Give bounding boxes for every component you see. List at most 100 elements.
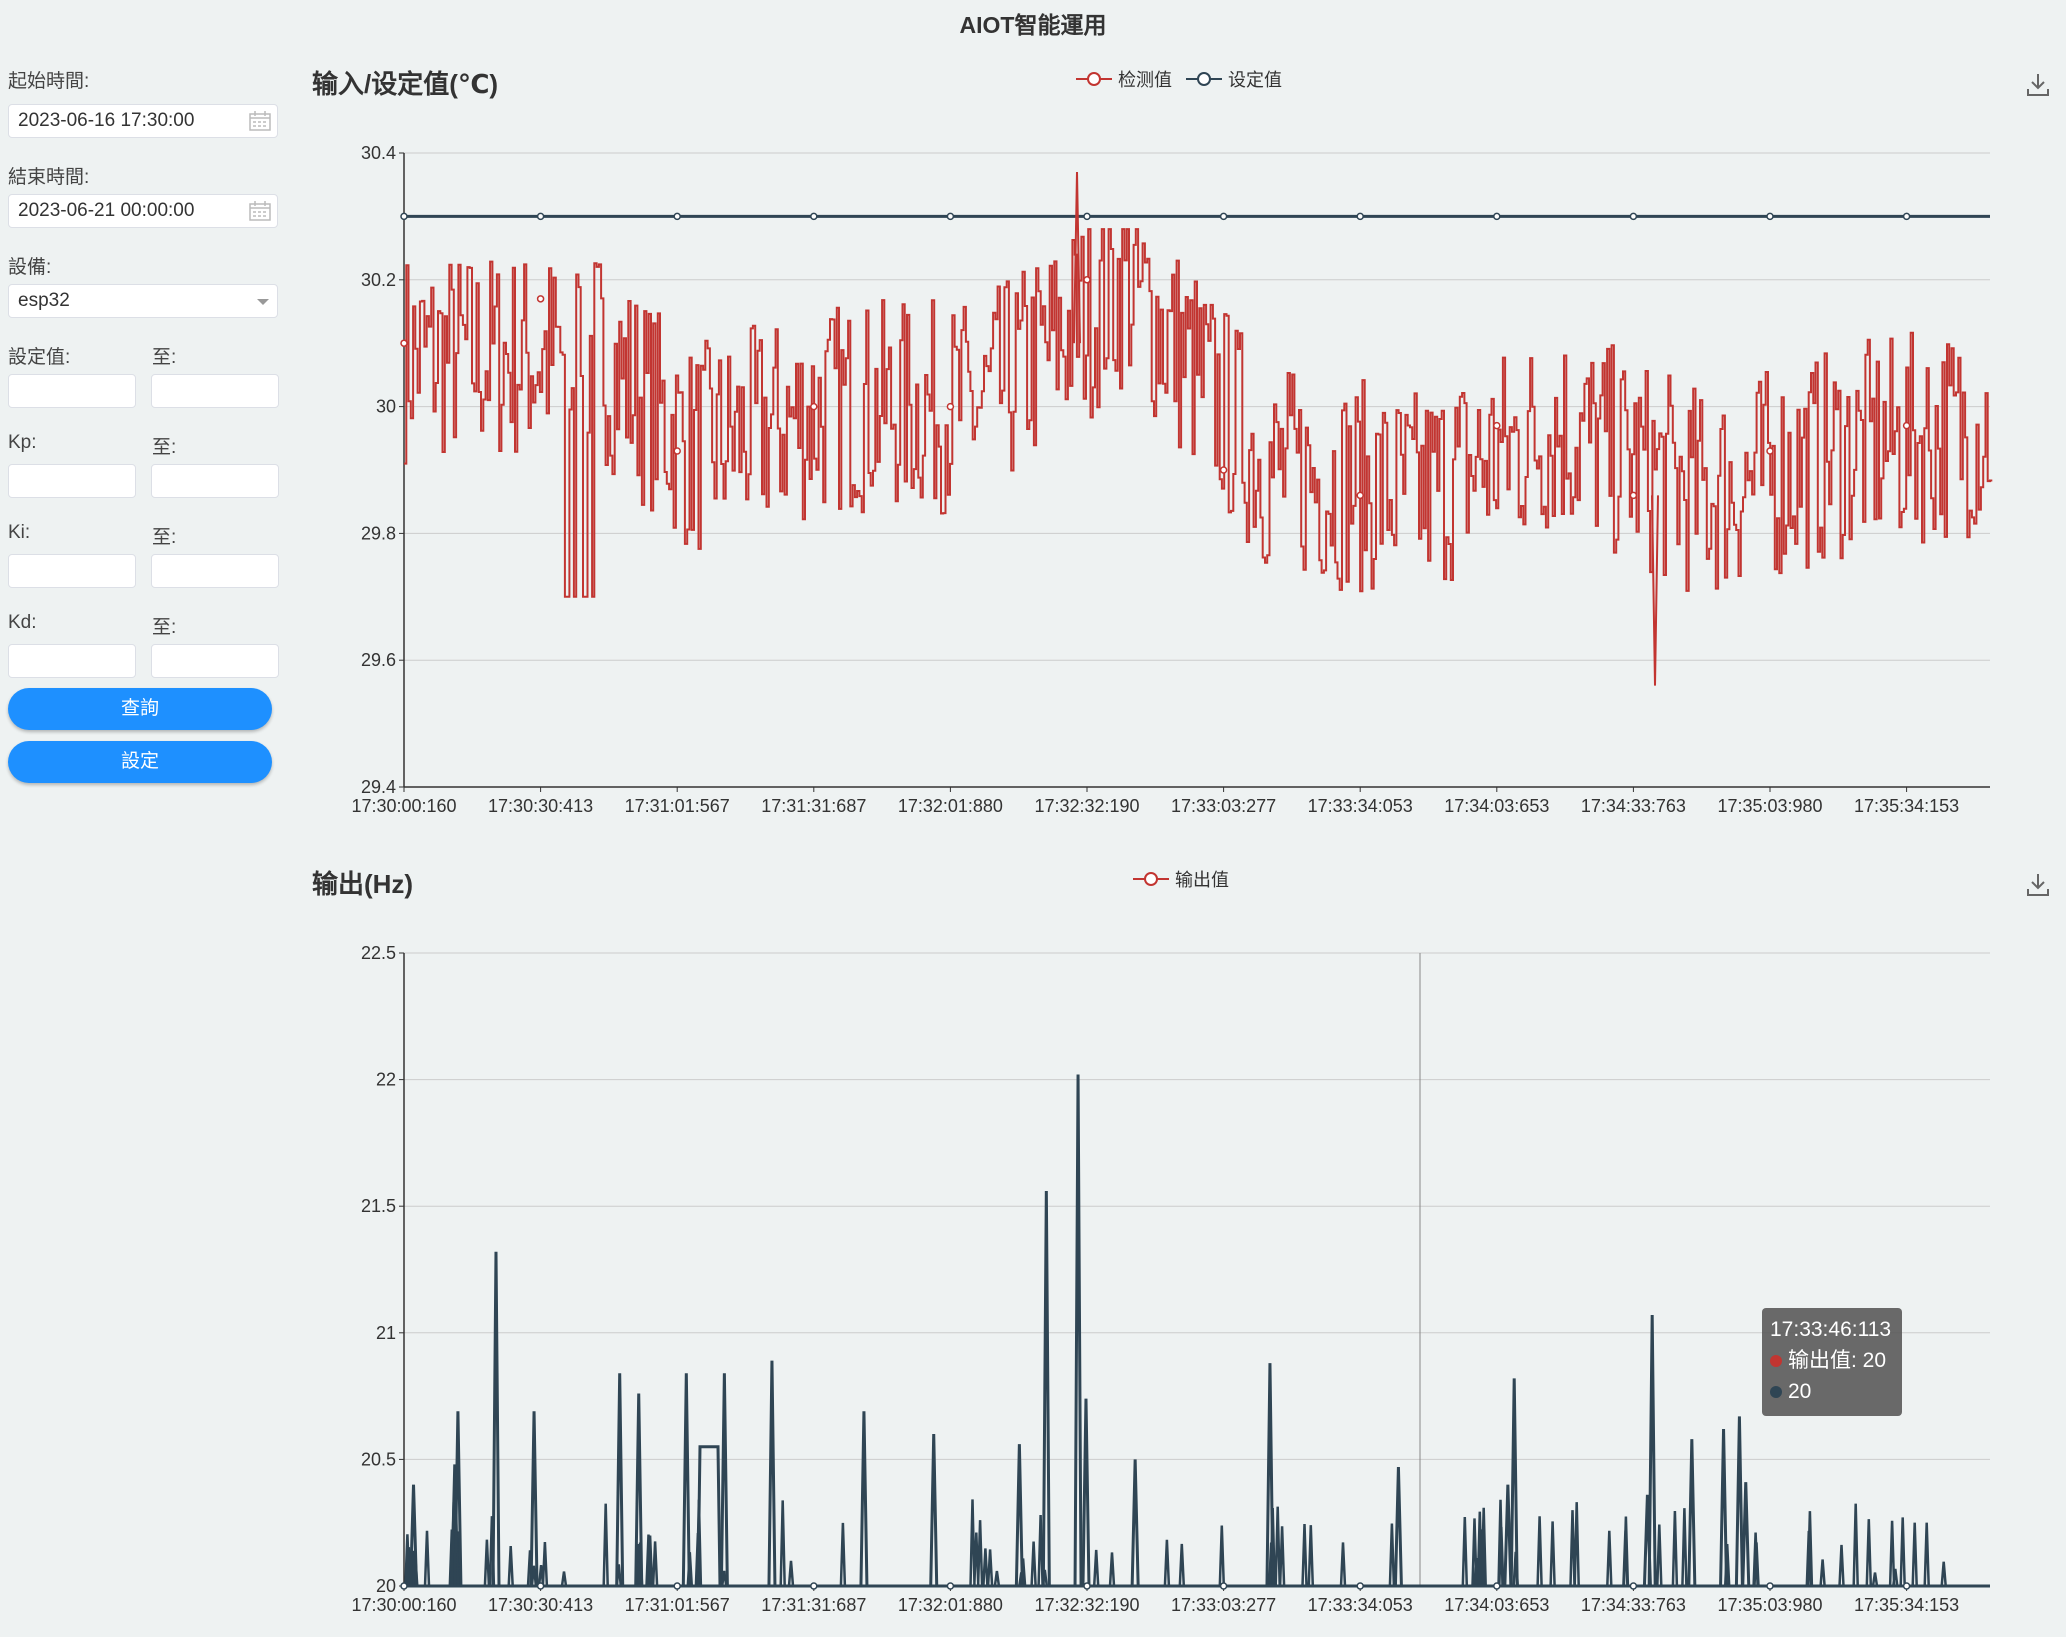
x-tick-label: 17:31:01:567 [625,796,730,816]
output-spike [409,1484,419,1587]
ki-min-input[interactable] [8,554,136,588]
y-tick-label: 30.4 [361,143,396,163]
end-time-input[interactable]: 2023-06-21 00:00:00 [8,194,278,228]
setpoint-point [1902,212,1911,221]
output-spike [1265,1363,1275,1587]
x-tick-label: 17:31:31:687 [761,796,866,816]
kp-min-input[interactable] [8,464,136,498]
series-measured-line [404,228,1993,598]
output-spike [929,1434,939,1587]
tooltip-value-second: 20 [1788,1380,1812,1403]
y-tick-label: 22 [376,1070,396,1090]
y-tick-label: 21 [376,1323,396,1343]
output-spike [1041,1190,1051,1587]
x-tick-label: 17:30:30:413 [488,1595,593,1615]
setpoint-to-label: 至: [152,347,177,368]
kd-label: Kd: [8,612,37,633]
x-tick-label: 17:35:03:980 [1717,1595,1822,1615]
download-icon[interactable] [2026,872,2050,898]
kd-min-input[interactable] [8,644,136,678]
x-tick-label: 17:35:34:153 [1854,1595,1959,1615]
x-tick-label: 17:35:03:980 [1717,796,1822,816]
measured-point [946,402,955,411]
setpoint-point [1629,212,1638,221]
y-tick-label: 29.8 [361,523,396,543]
output-point [1902,1582,1911,1590]
y-tick-label: 29.6 [361,650,396,670]
output-point [1629,1582,1638,1590]
legend-item-setpoint[interactable]: 设定值 [1186,66,1282,92]
measured-point [536,295,545,303]
output-spike [615,1373,625,1587]
kp-label: Kp: [8,432,37,453]
measured-point [1493,421,1501,430]
output-spike [1014,1444,1024,1587]
measured-point [1629,491,1638,500]
kp-max-input[interactable] [151,464,279,498]
setpoint-point [1766,212,1774,221]
legend-label-setpoint: 设定值 [1228,70,1282,90]
tooltip-value-output: 输出值: 20 [1788,1349,1887,1372]
output-spike [453,1411,463,1587]
measured-peak [1073,172,1081,344]
output-point [1083,1582,1091,1590]
output-spike [634,1393,644,1587]
calendar-icon[interactable] [249,201,271,221]
measured-point [1083,276,1091,284]
download-icon[interactable] [2026,72,2050,98]
tooltip-row-output: 输出值: 20 [1770,1345,1894,1376]
measured-point [1356,491,1364,500]
device-value: esp32 [18,290,70,311]
tooltip-time: 17:33:46:113 [1770,1318,1892,1341]
output-point [1219,1582,1228,1590]
legend-item-measured[interactable]: 检测值 [1076,66,1172,92]
setpoint-max-input[interactable] [151,374,279,408]
setpoint-point [400,212,408,221]
output-spike [1647,1315,1657,1587]
setpoint-min-input[interactable] [8,374,136,408]
output-point [400,1582,408,1590]
output-chart-title: 输出(Hz) [312,869,414,899]
x-tick-label: 17:31:01:567 [625,1595,730,1615]
x-tick-label: 17:30:00:160 [351,1595,456,1615]
y-tick-label: 20.5 [361,1449,396,1469]
x-tick-label: 17:33:03:277 [1171,1595,1276,1615]
setpoint-point [1219,212,1228,221]
series-dot-icon [1770,1355,1782,1367]
kp-to-label: 至: [152,437,177,458]
input-chart[interactable]: 29.4 29.6 29.8 30 30.2 30.4 17:30:00:160 17:30:… [0,0,2066,830]
kd-max-input[interactable] [151,644,279,678]
measured-point [1766,447,1774,455]
calendar-icon[interactable] [249,111,271,131]
set-button[interactable]: 設定 [8,741,272,783]
start-time-label: 起始時間: [8,71,90,92]
legend-line-circle-icon [1076,72,1112,86]
output-spike [681,1373,691,1587]
chart-tooltip: 17:33:46:113 输出值: 20 20 [1762,1308,1902,1416]
start-time-input[interactable]: 2023-06-16 17:30:00 [8,104,278,138]
x-tick-label: 17:31:31:687 [761,1595,866,1615]
x-tick-label: 17:30:00:160 [351,796,456,816]
x-tick-label: 17:35:34:153 [1854,796,1959,816]
x-tick-label: 17:34:03:653 [1444,1595,1549,1615]
output-spike [1130,1459,1140,1587]
x-tick-label: 17:33:34:053 [1308,796,1413,816]
ki-max-input[interactable] [151,554,279,588]
output-spike [1687,1439,1697,1587]
output-plateau [696,1445,722,1587]
measured-point [673,447,681,455]
output-spike [859,1411,869,1587]
output-spike [1509,1378,1519,1587]
legend-item-output[interactable]: 输出值 [1133,866,1229,892]
device-select[interactable]: esp32 [8,284,278,318]
output-point [536,1582,545,1590]
tooltip-row-second: 20 [1770,1376,1894,1407]
setpoint-point [1356,212,1364,221]
output-spike [1073,1074,1083,1587]
output-spike [1734,1416,1744,1587]
kd-to-label: 至: [152,617,177,638]
query-button[interactable]: 查詢 [8,688,272,730]
device-label: 設備: [8,257,52,278]
output-spike [719,1373,729,1587]
